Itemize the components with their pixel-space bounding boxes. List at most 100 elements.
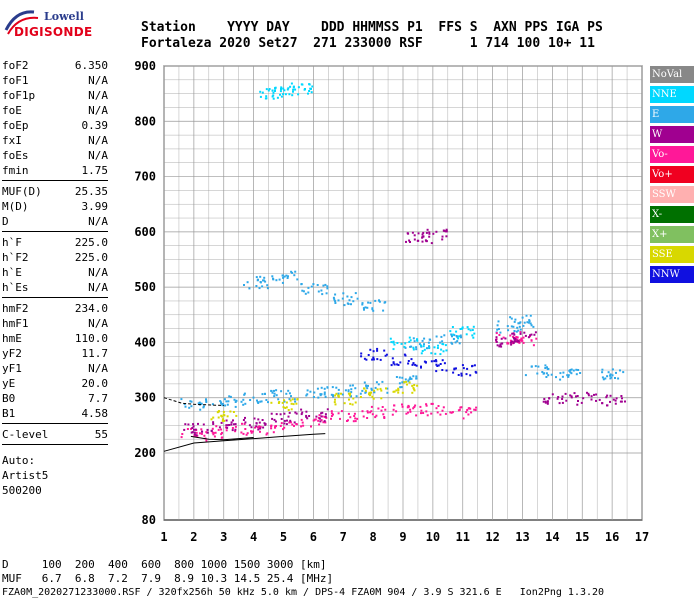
data-point xyxy=(418,343,421,346)
data-point xyxy=(459,328,462,330)
data-point xyxy=(334,403,337,406)
data-point xyxy=(450,333,453,336)
data-point xyxy=(197,422,199,425)
data-point xyxy=(496,328,499,331)
data-point xyxy=(309,390,312,393)
data-point xyxy=(519,339,522,342)
data-point xyxy=(310,285,313,288)
data-point xyxy=(607,371,610,374)
data-point xyxy=(364,389,367,392)
data-point xyxy=(373,389,376,392)
data-point xyxy=(412,346,415,349)
data-point xyxy=(595,399,597,402)
data-point xyxy=(234,430,237,433)
data-point xyxy=(407,411,409,414)
data-point xyxy=(428,338,431,341)
data-point xyxy=(509,316,512,319)
param-value: N/A xyxy=(88,281,108,294)
data-point xyxy=(451,411,454,414)
data-point xyxy=(326,285,329,288)
data-point xyxy=(471,334,474,337)
data-point xyxy=(570,368,573,371)
data-point xyxy=(541,371,544,373)
data-point xyxy=(579,372,582,374)
data-point xyxy=(361,303,364,306)
data-point xyxy=(528,320,531,323)
data-point xyxy=(181,433,184,435)
data-point xyxy=(515,330,518,333)
data-point xyxy=(525,314,528,317)
data-point xyxy=(401,376,404,379)
data-point xyxy=(324,283,327,286)
data-point xyxy=(545,376,548,378)
data-point xyxy=(326,287,329,290)
param-key: B0 xyxy=(2,392,16,405)
data-point xyxy=(609,400,611,403)
data-point xyxy=(523,321,526,324)
data-point xyxy=(601,376,604,379)
logo-digisonde: DIGISONDE xyxy=(14,25,93,39)
data-point xyxy=(210,418,213,421)
data-point xyxy=(221,415,224,418)
data-point xyxy=(240,431,243,434)
data-point xyxy=(363,308,365,311)
data-point xyxy=(305,394,308,397)
y-tick-label: 600 xyxy=(134,225,156,239)
data-point xyxy=(378,300,381,303)
data-point xyxy=(312,283,315,286)
data-point xyxy=(415,375,418,378)
data-point xyxy=(343,304,346,307)
data-point xyxy=(284,93,287,96)
data-point xyxy=(409,408,412,411)
data-point xyxy=(380,389,383,392)
param-row: C-level 55 xyxy=(2,427,108,442)
data-point xyxy=(392,390,395,393)
data-point xyxy=(205,398,207,401)
data-point xyxy=(392,361,395,364)
data-point xyxy=(455,330,458,333)
data-point xyxy=(426,414,429,417)
data-point xyxy=(406,406,409,409)
data-point xyxy=(255,425,258,428)
data-point xyxy=(275,413,278,416)
data-point xyxy=(439,353,442,356)
x-tick-label: 17 xyxy=(635,530,649,544)
data-point xyxy=(399,386,402,389)
data-point xyxy=(456,340,459,343)
data-point xyxy=(349,392,352,395)
data-point xyxy=(289,421,292,424)
data-point xyxy=(458,342,461,345)
data-point xyxy=(300,283,303,286)
data-point xyxy=(320,412,323,415)
data-point xyxy=(287,409,290,411)
data-point xyxy=(264,280,267,283)
data-point xyxy=(398,382,401,385)
data-point xyxy=(450,341,453,344)
data-point xyxy=(281,401,284,404)
data-point xyxy=(467,328,470,331)
x-tick-label: 14 xyxy=(545,530,559,544)
data-point xyxy=(472,336,475,339)
data-point xyxy=(416,338,418,341)
data-point xyxy=(325,416,328,419)
data-point xyxy=(615,371,617,374)
data-point xyxy=(367,354,370,356)
data-point xyxy=(397,387,400,390)
data-point xyxy=(259,90,262,93)
data-point xyxy=(624,400,626,403)
data-point xyxy=(413,389,416,392)
data-point xyxy=(282,87,285,90)
param-separator xyxy=(2,231,108,232)
data-point xyxy=(210,429,213,432)
data-point xyxy=(445,349,448,352)
data-point xyxy=(434,352,437,355)
data-point xyxy=(259,281,262,284)
data-point xyxy=(275,279,278,282)
data-point xyxy=(400,342,403,345)
data-point xyxy=(406,383,408,386)
data-point xyxy=(396,363,399,366)
data-point xyxy=(586,391,588,394)
data-point xyxy=(601,368,604,371)
data-point xyxy=(341,393,344,396)
data-point xyxy=(421,240,424,243)
